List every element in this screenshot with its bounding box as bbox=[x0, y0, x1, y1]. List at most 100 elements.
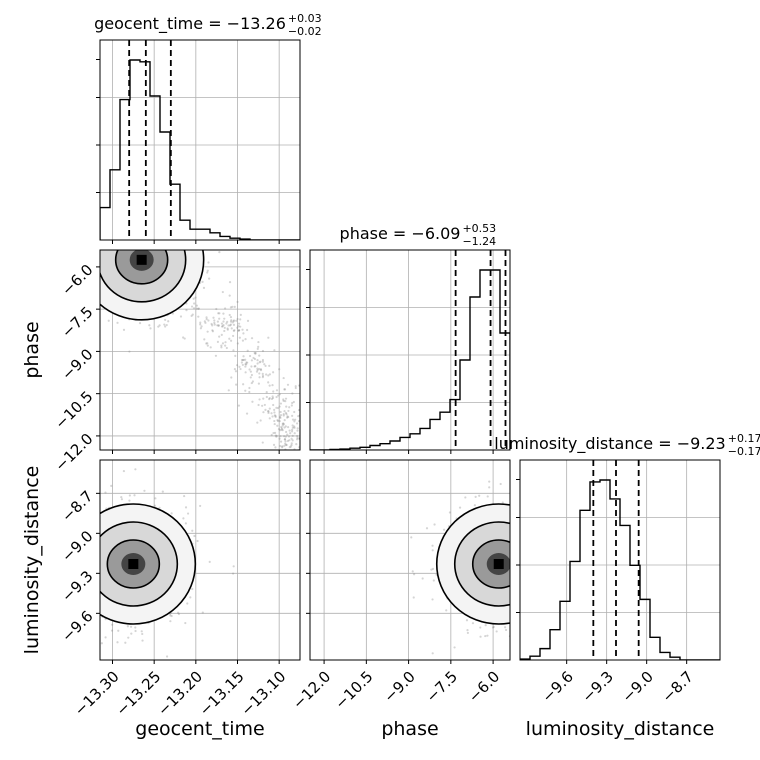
scatter-point bbox=[94, 201, 96, 203]
scatter-point bbox=[137, 224, 139, 226]
scatter-point bbox=[234, 354, 237, 357]
scatter-point bbox=[283, 388, 286, 391]
scatter-point bbox=[273, 349, 276, 352]
scatter-point bbox=[548, 542, 550, 544]
scatter-point bbox=[556, 555, 558, 557]
scatter-point bbox=[122, 244, 124, 246]
scatter-point bbox=[133, 228, 135, 230]
scatter-point bbox=[542, 573, 544, 575]
scatter-point bbox=[268, 373, 271, 376]
scatter-point bbox=[210, 322, 213, 326]
scatter-point bbox=[275, 395, 278, 399]
scatter-point bbox=[513, 522, 515, 524]
scatter-point bbox=[106, 222, 108, 224]
scatter-point bbox=[567, 556, 569, 558]
scatter-point bbox=[141, 234, 143, 236]
scatter-point bbox=[167, 243, 169, 245]
panel-frame bbox=[99, 39, 301, 241]
scatter-point bbox=[147, 212, 149, 214]
scatter-point bbox=[77, 188, 79, 190]
scatter-point bbox=[534, 531, 536, 533]
scatter-point bbox=[288, 446, 291, 449]
scatter-point bbox=[96, 275, 98, 277]
scatter-point bbox=[283, 419, 286, 422]
scatter-point bbox=[548, 558, 550, 560]
scatter-point bbox=[274, 446, 277, 449]
scatter-point bbox=[96, 553, 98, 555]
scatter-point bbox=[138, 223, 140, 225]
scatter-point bbox=[296, 438, 299, 441]
scatter-point bbox=[430, 568, 433, 571]
scatter-point bbox=[186, 512, 190, 515]
scatter-point bbox=[89, 563, 91, 565]
scatter-point bbox=[170, 614, 173, 618]
scatter-point bbox=[98, 289, 100, 291]
x-tick-label: −6.0 bbox=[465, 668, 503, 706]
scatter-point bbox=[95, 511, 97, 513]
scatter-point bbox=[514, 559, 516, 561]
scatter-point bbox=[516, 570, 518, 572]
scatter-point bbox=[191, 247, 193, 249]
scatter-point bbox=[203, 338, 206, 341]
scatter-point bbox=[431, 652, 434, 655]
scatter-point bbox=[221, 342, 225, 345]
scatter-point bbox=[536, 575, 538, 577]
scatter-point bbox=[191, 313, 194, 316]
scatter-point bbox=[283, 444, 286, 447]
scatter-point bbox=[149, 242, 151, 244]
scatter-point bbox=[235, 319, 238, 322]
scatter-point bbox=[232, 349, 235, 352]
scatter-point bbox=[143, 224, 145, 226]
scatter-point bbox=[220, 333, 223, 336]
scatter-point bbox=[116, 246, 118, 248]
scatter-point bbox=[130, 244, 132, 246]
scatter-point bbox=[150, 242, 152, 244]
scatter-point bbox=[80, 242, 82, 244]
scatter-point bbox=[287, 426, 290, 429]
scatter-point bbox=[545, 584, 547, 586]
scatter-point bbox=[89, 558, 91, 560]
scatter-point bbox=[284, 425, 287, 428]
scatter-point bbox=[228, 337, 231, 340]
scatter-point bbox=[274, 415, 277, 419]
scatter-point bbox=[158, 196, 160, 198]
scatter-point bbox=[534, 531, 536, 533]
scatter-point bbox=[543, 567, 545, 569]
scatter-point bbox=[156, 235, 158, 237]
scatter-point bbox=[236, 300, 239, 304]
scatter-point bbox=[218, 312, 221, 315]
scatter-point bbox=[187, 230, 189, 232]
scatter-point bbox=[267, 410, 270, 413]
scatter-point bbox=[521, 574, 523, 576]
scatter-point bbox=[224, 341, 227, 344]
scatter-point bbox=[284, 397, 288, 400]
scatter-point bbox=[279, 435, 282, 438]
scatter-point bbox=[532, 628, 534, 630]
scatter-point bbox=[288, 429, 291, 432]
scatter-point bbox=[195, 307, 198, 310]
scatter-point bbox=[149, 210, 151, 212]
scatter-point bbox=[531, 525, 533, 527]
scatter-point bbox=[551, 570, 553, 572]
scatter-point bbox=[138, 228, 140, 230]
scatter-point bbox=[289, 432, 292, 435]
scatter-point bbox=[60, 265, 62, 267]
scatter-point bbox=[173, 205, 175, 207]
x-tick-label: −8.7 bbox=[658, 668, 696, 706]
scatter-point bbox=[542, 530, 544, 532]
scatter-point bbox=[242, 383, 245, 386]
scatter-point bbox=[182, 336, 185, 339]
scatter-point bbox=[520, 626, 522, 628]
scatter-point bbox=[458, 506, 462, 509]
scatter-point bbox=[85, 556, 87, 558]
scatter-point bbox=[278, 368, 281, 371]
scatter-point bbox=[237, 404, 241, 407]
scatter-point bbox=[524, 579, 526, 581]
scatter-point bbox=[237, 329, 241, 332]
scatter-point bbox=[192, 307, 196, 310]
density-peak bbox=[128, 559, 139, 569]
diag-title-upper: +0.53 bbox=[462, 222, 496, 235]
scatter-point bbox=[131, 207, 133, 209]
scatter-point bbox=[167, 218, 169, 220]
scatter-point bbox=[515, 551, 517, 553]
